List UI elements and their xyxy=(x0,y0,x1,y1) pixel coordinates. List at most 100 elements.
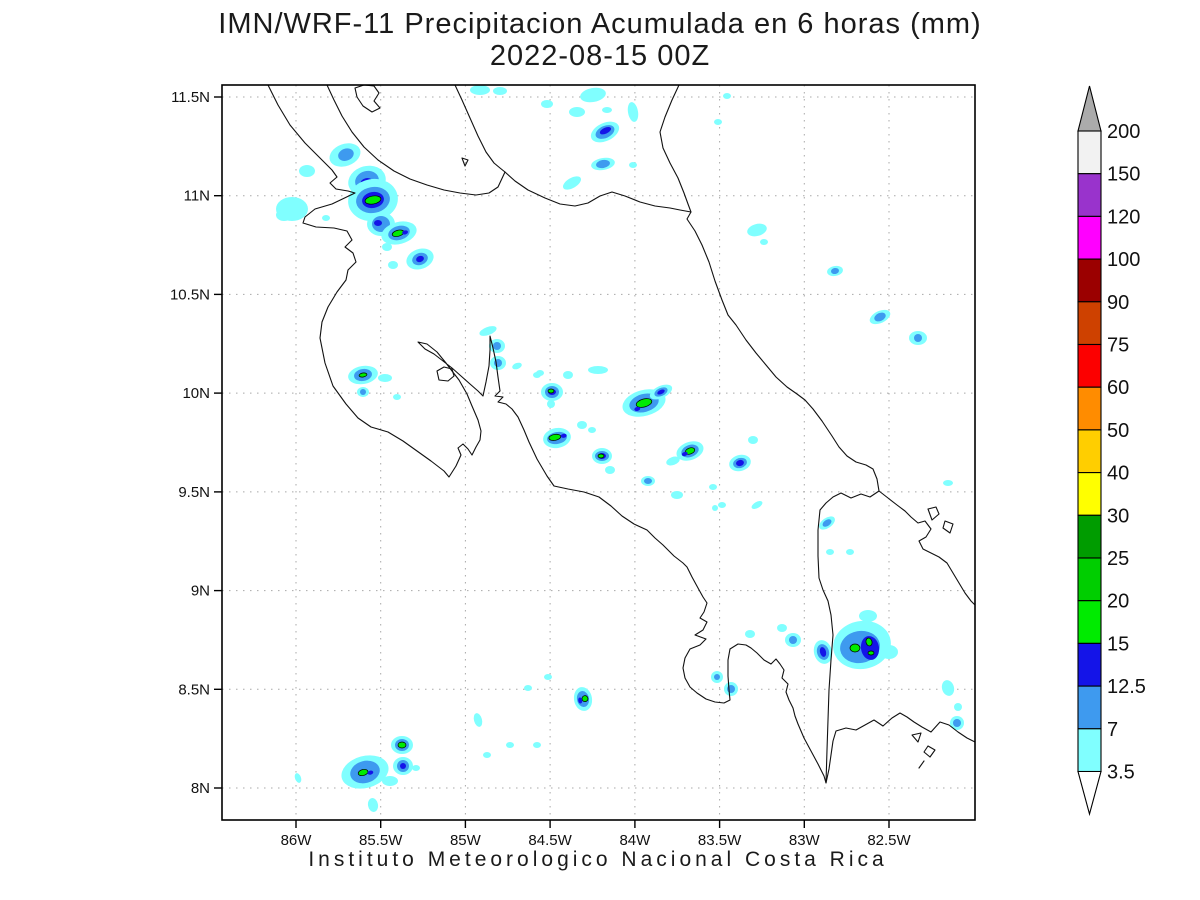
precip-blob xyxy=(723,93,731,99)
precip-blob-layer-c xyxy=(880,645,898,659)
precip-blob xyxy=(393,394,401,400)
colorbar-level-label: 75 xyxy=(1107,335,1129,357)
precip-blob xyxy=(276,197,308,221)
precip-blob xyxy=(483,752,491,758)
precip-blob-layer-g xyxy=(547,388,555,394)
colorbar-level-label: 60 xyxy=(1107,377,1129,399)
x-tick-label: 83.5W xyxy=(698,832,742,849)
precip-blob xyxy=(718,502,726,508)
precip-blob-layer-c xyxy=(941,680,955,696)
precip-blob-layer-g xyxy=(865,637,873,647)
precip-blob xyxy=(943,480,953,486)
precip-blob-layer-c xyxy=(483,752,491,758)
x-tick-label: 85W xyxy=(450,832,482,849)
precip-blob-layer-d xyxy=(822,519,832,527)
precip-blob-layer-c xyxy=(580,87,606,103)
precip-blob xyxy=(543,427,571,449)
precip-blob-layer-d xyxy=(874,312,886,322)
precip-blob xyxy=(357,387,369,397)
colorbar-level-label: 3.5 xyxy=(1107,762,1135,784)
precip-blob xyxy=(588,427,596,433)
precip-blob xyxy=(711,671,723,683)
precip-blob-layer-d xyxy=(596,159,610,169)
precip-blob xyxy=(605,466,615,474)
precip-blob xyxy=(714,119,722,125)
precip-blob xyxy=(627,102,639,122)
colorbar-segment xyxy=(1077,301,1102,346)
x-tick-label: 83W xyxy=(789,832,821,849)
precip-blob-layer-d xyxy=(914,334,922,342)
precip-blob-layer-c xyxy=(747,223,767,237)
colorbar-overflow-arrow xyxy=(1077,85,1102,132)
precip-blob-layer-g xyxy=(358,372,368,378)
precip-blob-layer-c xyxy=(714,119,722,125)
precip-blob xyxy=(602,107,612,113)
colorbar-level-label: 50 xyxy=(1107,420,1129,442)
precip-blob xyxy=(577,421,587,429)
precip-blob-layer-c xyxy=(859,610,877,622)
precip-blob xyxy=(562,176,582,190)
precip-blob xyxy=(490,356,506,370)
precip-blob-layer-c xyxy=(666,456,680,466)
y-tick-label: 8.5N xyxy=(178,681,210,698)
coastline-path xyxy=(942,520,954,534)
axis-ticks xyxy=(214,96,890,828)
coastline-path xyxy=(817,490,880,784)
colorbar: 200 150 120 100 90 75 60 50 40 30 25 20 15 12.5 7 3.5 xyxy=(1077,85,1146,817)
precip-blob-layer-c xyxy=(506,742,514,748)
precip-blob xyxy=(629,162,637,168)
caption: Instituto Meteorologico Nacional Costa R… xyxy=(308,848,888,871)
precip-blob-layer-c xyxy=(562,176,582,190)
precip-blob-layer-c xyxy=(954,703,962,711)
precip-blob xyxy=(563,371,573,379)
precip-blob xyxy=(299,165,315,177)
precip-blob xyxy=(473,713,483,727)
precip-blob-layer-c xyxy=(388,261,398,269)
precip-blob-layer-c xyxy=(826,549,834,555)
precip-blob-layer-b xyxy=(367,770,374,775)
precip-shaded-cells xyxy=(276,85,964,812)
precip-blob xyxy=(954,703,962,711)
coastline-path xyxy=(918,760,925,769)
x-tick-label: 84.5W xyxy=(528,832,572,849)
colorbar-underflow-arrow xyxy=(1077,770,1102,817)
precip-blob xyxy=(533,372,541,378)
precip-blob xyxy=(391,736,413,754)
colorbar-segment xyxy=(1077,642,1102,687)
precip-blob-layer-g xyxy=(867,650,875,656)
precip-blob xyxy=(533,742,541,748)
precip-blob-layer-d xyxy=(789,636,797,644)
precip-blob xyxy=(470,85,490,95)
coastline-path xyxy=(326,85,506,196)
precip-blob xyxy=(641,476,655,486)
precip-blob xyxy=(748,436,758,444)
precip-blob-layer-c xyxy=(943,480,953,486)
coastline xyxy=(267,85,975,784)
colorbar-segment xyxy=(1077,130,1102,175)
precip-blob-layer-c xyxy=(577,421,587,429)
precip-blob-layer-b xyxy=(416,255,424,263)
precip-blob-layer-c xyxy=(299,165,315,177)
precip-blob xyxy=(859,610,877,622)
precip-blob-layer-c xyxy=(322,215,330,221)
precip-blob-layer-b xyxy=(400,763,406,769)
coastline-path xyxy=(267,85,975,784)
precip-blob xyxy=(329,143,361,167)
coastline-path xyxy=(436,366,455,382)
precip-blob-layer-c xyxy=(382,776,398,786)
precip-blob xyxy=(709,484,717,490)
precip-blob-layer-b xyxy=(819,647,827,657)
chart-subtitle-datetime: 2022-08-15 00Z xyxy=(489,40,711,72)
precip-blob xyxy=(785,633,801,647)
precip-blob xyxy=(348,365,378,385)
colorbar-level-label: 200 xyxy=(1107,121,1140,143)
y-tick-label: 9N xyxy=(191,583,210,600)
precip-blob xyxy=(671,491,683,499)
coastline-path xyxy=(923,745,936,758)
precip-blob-layer-c xyxy=(524,685,532,691)
precip-blob-layer-g xyxy=(581,695,589,703)
precip-blob xyxy=(622,389,666,417)
colorbar-level-label: 12.5 xyxy=(1107,676,1146,698)
